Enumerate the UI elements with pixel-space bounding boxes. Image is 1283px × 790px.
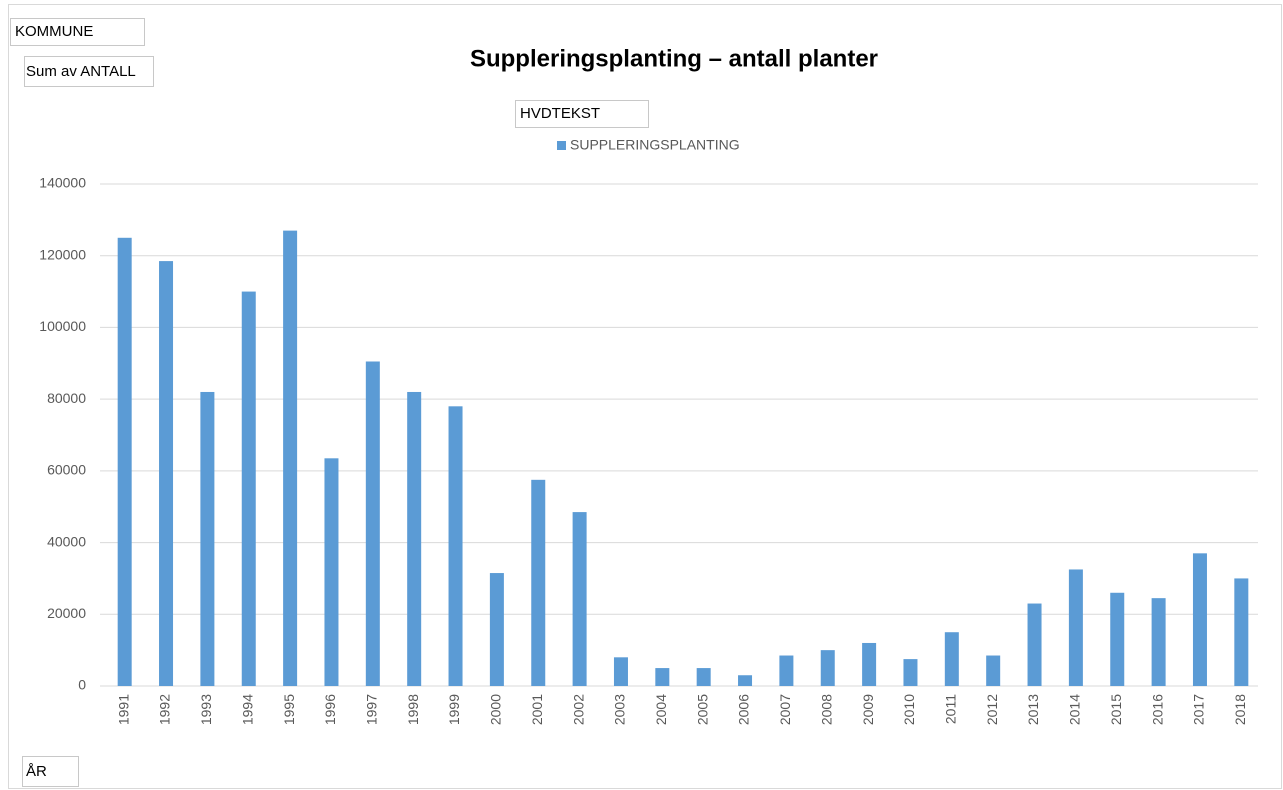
x-tick-label: 1991: [115, 694, 131, 725]
bar: [200, 391, 215, 686]
bar: [283, 230, 298, 686]
x-tick-label: 2015: [1108, 694, 1124, 725]
y-tick-label: 80000: [47, 390, 86, 406]
y-tick-label: 60000: [47, 462, 86, 478]
x-axis-button[interactable]: ÅR: [22, 756, 79, 787]
legend-button[interactable]: HVDTEKST: [515, 100, 649, 128]
bar: [696, 668, 711, 686]
x-tick-label: 2001: [529, 694, 545, 725]
x-tick-label: 1996: [322, 694, 338, 725]
bar: [1110, 592, 1125, 686]
chart-title: Suppleringsplanting – antall planter: [470, 45, 878, 72]
bar: [407, 391, 422, 686]
x-tick-label: 2000: [488, 694, 504, 725]
x-tick-label: 1999: [446, 694, 462, 725]
y-tick-label: 140000: [39, 175, 86, 191]
bar: [531, 479, 546, 686]
x-tick-label: 2008: [818, 694, 834, 725]
bar: [738, 675, 753, 686]
x-tick-label: 2006: [736, 694, 752, 725]
x-tick-label: 2002: [570, 694, 586, 725]
bar: [572, 512, 587, 686]
bar: [862, 642, 877, 686]
x-tick-label: 2016: [1149, 694, 1165, 725]
bar: [944, 632, 959, 686]
x-tick-label: 1994: [239, 694, 255, 725]
value-button-label: Sum av ANTALL: [26, 63, 136, 80]
bar: [613, 657, 628, 686]
x-tick-label: 1993: [198, 694, 214, 725]
bar: [1068, 569, 1083, 686]
filter-button-label: KOMMUNE: [15, 23, 93, 40]
x-tick-label: 2014: [1067, 694, 1083, 725]
x-tick-label: 2013: [1025, 694, 1041, 725]
y-tick-label: 120000: [39, 246, 86, 262]
bar: [655, 668, 670, 686]
legend-swatch: [557, 141, 566, 150]
x-tick-label: 1997: [364, 694, 380, 725]
filter-button[interactable]: KOMMUNE: [10, 18, 145, 46]
value-button[interactable]: Sum av ANTALL: [24, 56, 154, 87]
x-tick-label: 1995: [281, 694, 297, 725]
x-axis-button-label: ÅR: [26, 763, 47, 780]
bar: [986, 655, 1001, 686]
bar: [820, 650, 835, 686]
bar: [324, 458, 339, 686]
x-tick-label: 2007: [777, 694, 793, 725]
bar: [1151, 598, 1166, 686]
bar: [1027, 603, 1042, 686]
x-tick-label: 2018: [1232, 694, 1248, 725]
bar: [448, 406, 463, 686]
y-tick-label: 20000: [47, 605, 86, 621]
x-tick-label: 2005: [694, 694, 710, 725]
y-tick-label: 100000: [39, 318, 86, 334]
bar: [1192, 553, 1207, 686]
bar: [117, 237, 132, 687]
bar: [241, 291, 256, 686]
x-tick-label: 2017: [1191, 694, 1207, 725]
bar: [903, 659, 918, 686]
y-tick-label: 0: [78, 677, 86, 693]
bar: [1234, 578, 1249, 686]
x-tick-label: 2004: [653, 694, 669, 725]
bar: [779, 655, 794, 686]
bar: [159, 261, 174, 686]
legend-button-label: HVDTEKST: [520, 105, 600, 122]
x-tick-label: 2010: [901, 694, 917, 725]
bar: [489, 573, 504, 686]
x-tick-label: 2011: [943, 694, 959, 724]
x-tick-label: 2009: [860, 694, 876, 725]
x-tick-label: 1992: [157, 694, 173, 725]
y-tick-label: 40000: [47, 533, 86, 549]
x-tick-label: 2003: [612, 694, 628, 725]
bar: [365, 361, 380, 686]
x-tick-label: 2012: [984, 694, 1000, 725]
x-tick-label: 1998: [405, 694, 421, 725]
legend-label: SUPPLERINGSPLANTING: [570, 137, 740, 153]
